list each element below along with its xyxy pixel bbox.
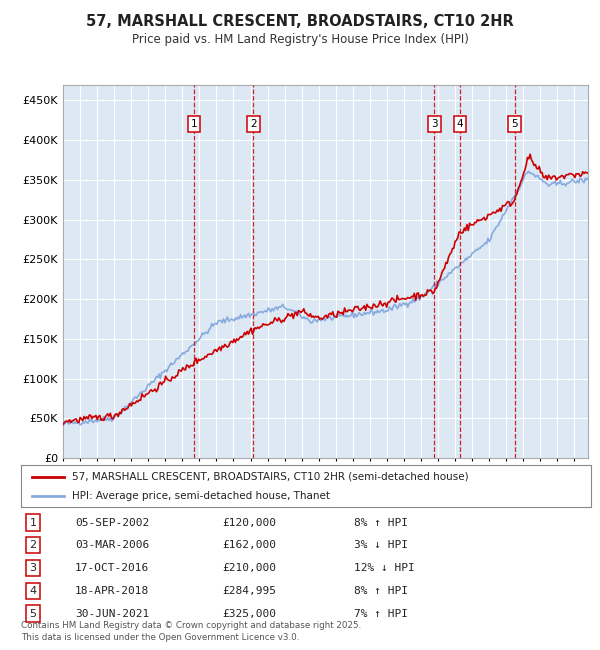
Text: £284,995: £284,995	[222, 586, 276, 596]
Text: £120,000: £120,000	[222, 517, 276, 528]
Text: 05-SEP-2002: 05-SEP-2002	[75, 517, 149, 528]
Text: £210,000: £210,000	[222, 563, 276, 573]
Text: 2: 2	[29, 540, 37, 551]
Text: 4: 4	[457, 119, 463, 129]
Text: Contains HM Land Registry data © Crown copyright and database right 2025.
This d: Contains HM Land Registry data © Crown c…	[21, 621, 361, 642]
Text: 7% ↑ HPI: 7% ↑ HPI	[354, 608, 408, 619]
Text: 57, MARSHALL CRESCENT, BROADSTAIRS, CT10 2HR: 57, MARSHALL CRESCENT, BROADSTAIRS, CT10…	[86, 14, 514, 29]
Text: 1: 1	[190, 119, 197, 129]
Text: 18-APR-2018: 18-APR-2018	[75, 586, 149, 596]
Text: 5: 5	[511, 119, 518, 129]
Text: Price paid vs. HM Land Registry's House Price Index (HPI): Price paid vs. HM Land Registry's House …	[131, 32, 469, 46]
Text: £325,000: £325,000	[222, 608, 276, 619]
Text: 5: 5	[29, 608, 37, 619]
Text: 12% ↓ HPI: 12% ↓ HPI	[354, 563, 415, 573]
Text: HPI: Average price, semi-detached house, Thanet: HPI: Average price, semi-detached house,…	[73, 491, 331, 501]
Text: 57, MARSHALL CRESCENT, BROADSTAIRS, CT10 2HR (semi-detached house): 57, MARSHALL CRESCENT, BROADSTAIRS, CT10…	[73, 472, 469, 482]
Text: 30-JUN-2021: 30-JUN-2021	[75, 608, 149, 619]
Text: 17-OCT-2016: 17-OCT-2016	[75, 563, 149, 573]
Text: 4: 4	[29, 586, 37, 596]
Text: 03-MAR-2006: 03-MAR-2006	[75, 540, 149, 551]
Text: 3: 3	[431, 119, 438, 129]
Text: 3: 3	[29, 563, 37, 573]
Text: 8% ↑ HPI: 8% ↑ HPI	[354, 517, 408, 528]
Text: 8% ↑ HPI: 8% ↑ HPI	[354, 586, 408, 596]
Text: £162,000: £162,000	[222, 540, 276, 551]
Text: 2: 2	[250, 119, 257, 129]
Text: 1: 1	[29, 517, 37, 528]
Text: 3% ↓ HPI: 3% ↓ HPI	[354, 540, 408, 551]
